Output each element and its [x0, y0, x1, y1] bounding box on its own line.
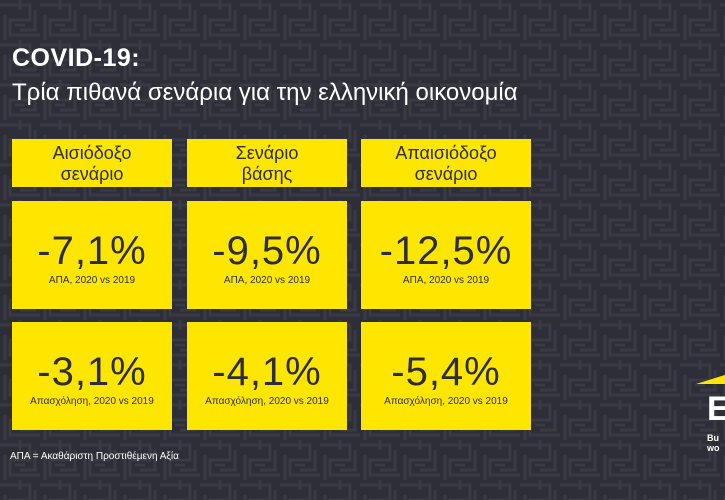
employment-card-optimistic: -3,1% Απασχόληση, 2020 vs 2019 — [12, 322, 172, 430]
scenario-header-line2: βάσης — [241, 164, 293, 184]
gdp-value: -7,1% — [37, 229, 147, 273]
logo-tagline: Bu wo — [707, 433, 725, 453]
logo-mark: E — [707, 390, 725, 428]
scenario-header-line1: Σενάριο — [235, 143, 299, 163]
scenario-header-line1: Αισιόδοξο — [52, 143, 132, 163]
footnote: ΑΠΑ = Ακαθάριστη Προστιθέμενη Αξία — [10, 451, 179, 462]
gdp-value: -9,5% — [212, 229, 322, 273]
gdp-value: -12,5% — [379, 229, 513, 273]
employment-value: -5,4% — [391, 350, 501, 394]
ey-logo: E Bu wo — [682, 360, 725, 460]
scenario-header-optimistic: Αισιόδοξο σενάριο — [12, 139, 172, 187]
scenario-header-line1: Απαισιόδοξο — [395, 143, 497, 163]
gdp-card-pessimistic: -12,5% ΑΠΑ, 2020 vs 2019 — [361, 201, 531, 309]
employment-card-base: -4,1% Απασχόληση, 2020 vs 2019 — [187, 322, 347, 430]
scenario-header-pessimistic: Απαισιόδοξο σενάριο — [361, 139, 531, 187]
logo-tagline-line1: Bu — [707, 433, 719, 443]
employment-value: -3,1% — [37, 350, 147, 394]
scenario-header-line2: σενάριο — [60, 164, 124, 184]
gdp-caption: ΑΠΑ, 2020 vs 2019 — [402, 275, 490, 286]
gdp-caption: ΑΠΑ, 2020 vs 2019 — [223, 275, 311, 286]
logo-tagline-line2: wo — [707, 443, 720, 453]
employment-card-pessimistic: -5,4% Απασχόληση, 2020 vs 2019 — [361, 322, 531, 430]
gdp-caption: ΑΠΑ, 2020 vs 2019 — [48, 275, 136, 286]
employment-caption: Απασχόληση, 2020 vs 2019 — [205, 396, 329, 407]
page-subtitle: Τρία πιθανά σενάρια για την ελληνική οικ… — [12, 79, 518, 106]
page-title: COVID-19: — [12, 44, 141, 72]
employment-value: -4,1% — [212, 350, 322, 394]
logo-beam-icon — [696, 374, 725, 384]
gdp-card-optimistic: -7,1% ΑΠΑ, 2020 vs 2019 — [12, 201, 172, 309]
gdp-card-base: -9,5% ΑΠΑ, 2020 vs 2019 — [187, 201, 347, 309]
scenario-header-line2: σενάριο — [414, 164, 478, 184]
employment-caption: Απασχόληση, 2020 vs 2019 — [30, 396, 154, 407]
scenario-header-base: Σενάριο βάσης — [187, 139, 347, 187]
employment-caption: Απασχόληση, 2020 vs 2019 — [384, 396, 508, 407]
